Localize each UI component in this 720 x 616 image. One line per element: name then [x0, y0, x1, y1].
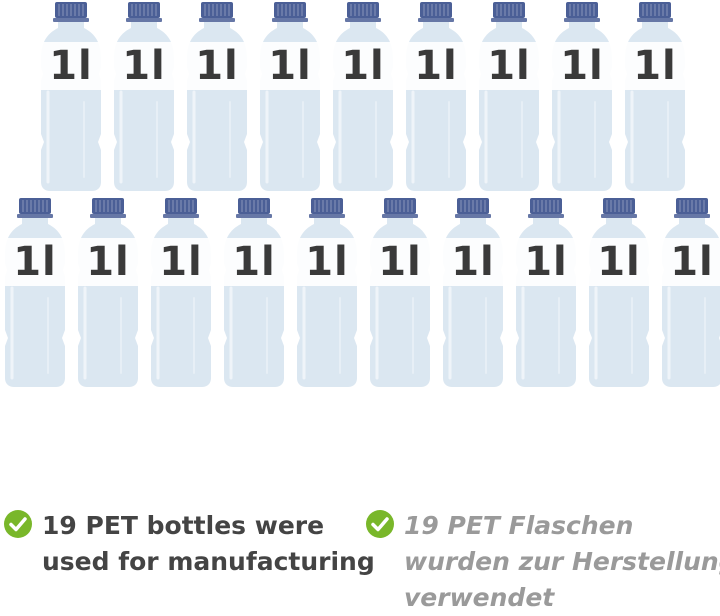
bottle-icon: 1l	[40, 2, 102, 192]
caption-english-text: 19 PET bottles were used for manufacturi…	[42, 508, 375, 580]
bottle-volume-label: 1l	[597, 239, 641, 285]
bottle-volume-label: 1l	[86, 239, 130, 285]
caption-german-text: 19 PET Flaschen wurden zur Herstellung v…	[404, 508, 720, 616]
bottle-volume-label: 1l	[305, 239, 349, 285]
bottle-icon: 1l	[442, 198, 504, 388]
bottle-volume-label: 1l	[670, 239, 714, 285]
bottle-icon: 1l	[150, 198, 212, 388]
bottle-volume-label: 1l	[378, 239, 422, 285]
caption-german-line2: wurden zur Herstellung	[404, 547, 720, 576]
bottle-icon: 1l	[77, 198, 139, 388]
bottle-icon: 1l	[186, 2, 248, 192]
bottle-volume-label: 1l	[524, 239, 568, 285]
check-icon	[4, 510, 32, 538]
bottle-volume-label: 1l	[560, 43, 604, 89]
bottle-volume-label: 1l	[487, 43, 531, 89]
caption-english-line1: 19 PET bottles were	[42, 511, 325, 540]
caption-english-line2: used for manufacturing	[42, 547, 375, 576]
bottle-volume-label: 1l	[268, 43, 312, 89]
bottle-icon: 1l	[296, 198, 358, 388]
check-icon	[366, 510, 394, 538]
bottle-volume-label: 1l	[341, 43, 385, 89]
bottle-icon: 1l	[661, 198, 720, 388]
bottle-icon: 1l	[551, 2, 613, 192]
bottle-icon: 1l	[405, 2, 467, 192]
bottle-icon: 1l	[332, 2, 394, 192]
bottle-volume-label: 1l	[451, 239, 495, 285]
bottle-volume-label: 1l	[633, 43, 677, 89]
bottle-volume-label: 1l	[232, 239, 276, 285]
bottle-volume-label: 1l	[159, 239, 203, 285]
bottle-row-top: 1l 1l 1l 1l 1l 1l 1l 1l 1l	[0, 2, 720, 192]
bottle-volume-label: 1l	[122, 43, 166, 89]
caption-german-line1: 19 PET Flaschen	[404, 511, 634, 540]
bottle-icon: 1l	[4, 198, 66, 388]
caption-german-line3: verwendet	[404, 583, 555, 612]
bottle-icon: 1l	[259, 2, 321, 192]
bottle-icon: 1l	[588, 198, 650, 388]
bottle-icon: 1l	[624, 2, 686, 192]
bottle-volume-label: 1l	[49, 43, 93, 89]
bottle-icon: 1l	[369, 198, 431, 388]
bottle-icon: 1l	[113, 2, 175, 192]
bottle-volume-label: 1l	[195, 43, 239, 89]
bottle-volume-label: 1l	[414, 43, 458, 89]
bottle-volume-label: 1l	[13, 239, 57, 285]
bottle-icon: 1l	[515, 198, 577, 388]
bottle-row-bottom: 1l 1l 1l 1l 1l 1l 1l 1l 1l 1l	[0, 198, 720, 388]
bottle-icon: 1l	[478, 2, 540, 192]
bottle-icon: 1l	[223, 198, 285, 388]
